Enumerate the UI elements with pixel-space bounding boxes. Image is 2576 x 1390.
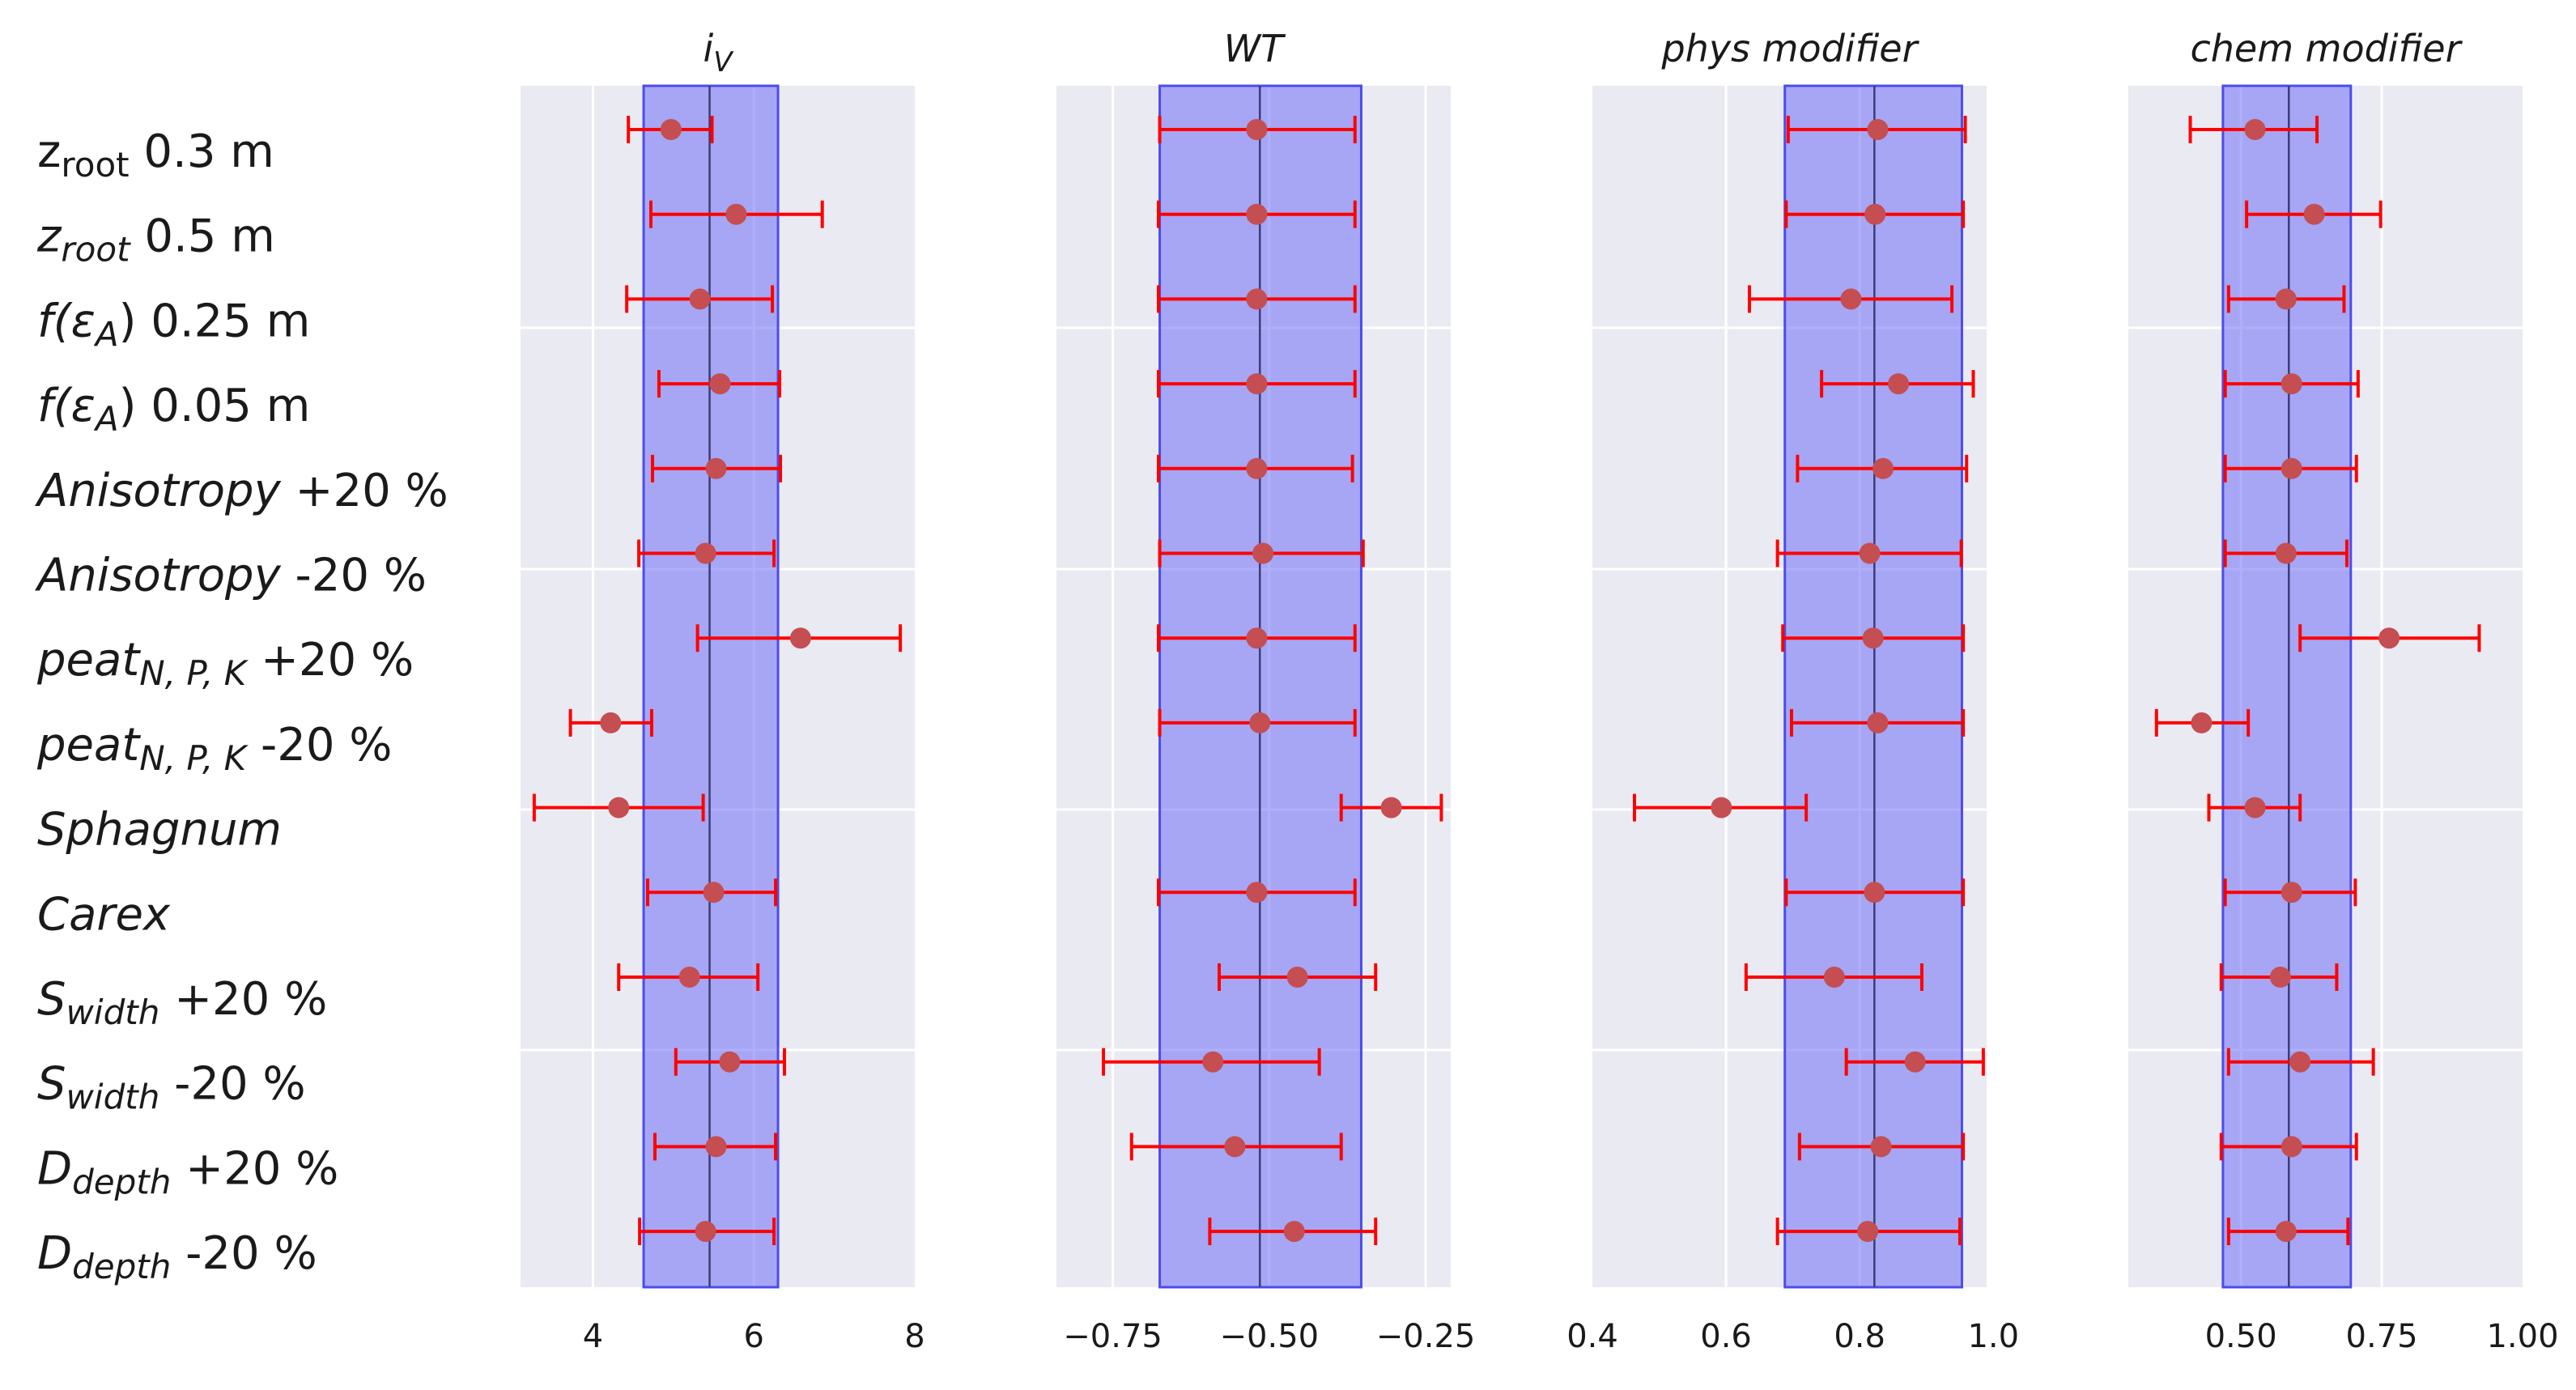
mean-point (1904, 1051, 1926, 1073)
row-label: f(εA) 0.05 m (37, 380, 310, 439)
mean-point (1840, 288, 1862, 310)
mean-point (703, 882, 725, 903)
x-tick-label: 8 (904, 1318, 925, 1355)
x-tick-label: 1.00 (2486, 1318, 2558, 1355)
mean-point (689, 288, 711, 310)
mean-point (1246, 457, 1268, 479)
x-tick-label: 6 (743, 1318, 763, 1355)
mean-point (2281, 1136, 2302, 1158)
mean-point (719, 1051, 741, 1073)
mean-point (1888, 373, 1910, 395)
mean-point (600, 712, 622, 733)
mean-point (1380, 797, 1402, 818)
mean-point (705, 457, 727, 479)
panel-1: iV 4 6 8 (521, 27, 925, 1355)
row-label: Ddepth +20 % (37, 1142, 338, 1201)
mean-point (1711, 797, 1732, 818)
mean-point (1283, 1221, 1305, 1243)
mean-point (608, 797, 630, 818)
mean-point (1870, 1136, 1892, 1158)
row-label: peatN, P, K +20 % (36, 634, 414, 693)
mean-point (1286, 967, 1308, 988)
mean-point (1862, 627, 1884, 649)
mean-point (1857, 1221, 1879, 1243)
mean-point (1867, 119, 1889, 140)
mean-point (709, 373, 731, 395)
row-label: f(εA) 0.25 m (37, 295, 310, 354)
mean-point (2244, 119, 2266, 140)
mean-point (725, 203, 747, 225)
x-tick-label: 4 (583, 1318, 603, 1355)
mean-point (2281, 882, 2302, 903)
x-tick-label: −0.50 (1220, 1318, 1320, 1355)
mean-point (1246, 119, 1268, 140)
mean-point (1224, 1136, 1246, 1158)
mean-point (2275, 542, 2297, 564)
mean-point (1823, 967, 1845, 988)
row-label: Anisotropy +20 % (35, 465, 448, 517)
x-tick-label: 0.6 (1700, 1318, 1752, 1355)
mean-point (2269, 967, 2291, 988)
x-tick-label: 0.4 (1566, 1318, 1618, 1355)
mean-point (1867, 712, 1889, 733)
mean-point (1872, 457, 1894, 479)
x-tick-label: −0.75 (1063, 1318, 1163, 1355)
x-tick-label: −0.25 (1376, 1318, 1476, 1355)
mean-point (1246, 627, 1268, 649)
mean-point (1246, 882, 1268, 903)
row-label: Carex (37, 888, 171, 941)
mean-point (660, 119, 682, 140)
mean-point (1249, 712, 1271, 733)
mean-point (2281, 457, 2302, 479)
x-tick-label: 0.75 (2346, 1318, 2418, 1355)
mean-point (695, 1221, 716, 1243)
mean-point (2191, 712, 2213, 733)
panel-title: iV (703, 27, 734, 79)
mean-point (1202, 1051, 1224, 1073)
mean-point (695, 542, 716, 564)
mean-point (2303, 203, 2325, 225)
mean-point (2289, 1051, 2311, 1073)
confidence-band (642, 84, 780, 1289)
mean-point (1246, 288, 1268, 310)
row-labels: zroot 0.3 m zroot 0.5 m f(εA) 0.25 m f(εA) … (35, 125, 448, 1286)
panel-title: chem modifier (2190, 27, 2463, 70)
mean-point (1864, 882, 1885, 903)
mean-point (2275, 288, 2297, 310)
row-label: zroot 0.3 m (37, 125, 274, 185)
panel-3: phys modifier 0.4 0.6 0.8 1.0 (1566, 27, 2019, 1355)
row-label: Ddepth -20 % (37, 1227, 317, 1286)
mean-point (2244, 797, 2266, 818)
panel-title: WT (1224, 27, 1286, 70)
mean-point (1252, 542, 1274, 564)
mean-point (1246, 203, 1268, 225)
mean-point (2378, 627, 2400, 649)
mean-point (2281, 373, 2302, 395)
panel-2: WT −0.75 −0.50 −0.25 (1056, 27, 1475, 1355)
mean-point (789, 627, 811, 649)
mean-point (678, 967, 700, 988)
row-label: Sphagnum (37, 804, 282, 857)
row-label: Anisotropy -20 % (35, 550, 427, 602)
x-tick-label: 0.50 (2205, 1318, 2277, 1355)
confidence-band (2221, 84, 2353, 1289)
row-label: peatN, P, K -20 % (36, 719, 392, 778)
panel-title: phys modifier (1660, 27, 1919, 70)
x-tick-label: 1.0 (1967, 1318, 2019, 1355)
chart-panels: iV 4 6 8 WT −0.75 −0.50 −0.25 phys modifier 0.4 0.… (521, 27, 2559, 1355)
row-label: Swidth -20 % (37, 1058, 306, 1117)
x-tick-label: 0.8 (1834, 1318, 1885, 1355)
row-label: Swidth +20 % (37, 973, 327, 1032)
mean-point (1859, 542, 1881, 564)
mean-point (1246, 373, 1268, 395)
mean-point (1864, 203, 1886, 225)
mean-point (2275, 1221, 2297, 1243)
mean-point (705, 1136, 727, 1158)
panel-4: chem modifier 0.50 0.75 1.00 (2128, 27, 2559, 1355)
row-label: zroot 0.5 m (36, 210, 275, 270)
